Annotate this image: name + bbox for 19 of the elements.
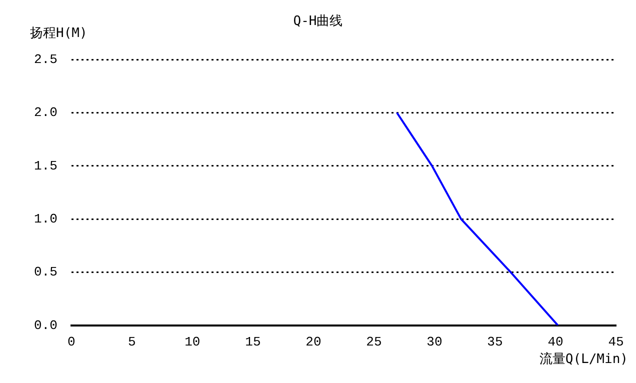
x-tick-label: 30: [426, 334, 442, 350]
y-tick-label: 0.5: [34, 264, 58, 280]
x-tick-label: 40: [548, 334, 564, 350]
x-tick-label: 45: [608, 334, 624, 350]
y-tick-label: 1.5: [34, 158, 58, 174]
x-axis-title: 流量Q(L/Min): [539, 351, 628, 368]
y-axis-title: 扬程H(M): [30, 25, 88, 42]
x-tick-label: 0: [68, 334, 76, 350]
x-tick-label: 5: [128, 334, 136, 350]
y-tick-label: 2.0: [34, 105, 58, 120]
y-tick-label: 0.0: [34, 318, 58, 333]
chart-title: Q-H曲线: [293, 14, 343, 30]
x-tick-label: 20: [306, 334, 322, 350]
x-tick-label: 15: [245, 334, 261, 350]
y-tick-label: 2.5: [34, 52, 58, 68]
x-tick-label: 10: [184, 334, 200, 350]
x-tick-label: 25: [366, 334, 382, 350]
y-tick-label: 1.0: [34, 212, 58, 227]
x-tick-label: 35: [487, 334, 503, 350]
